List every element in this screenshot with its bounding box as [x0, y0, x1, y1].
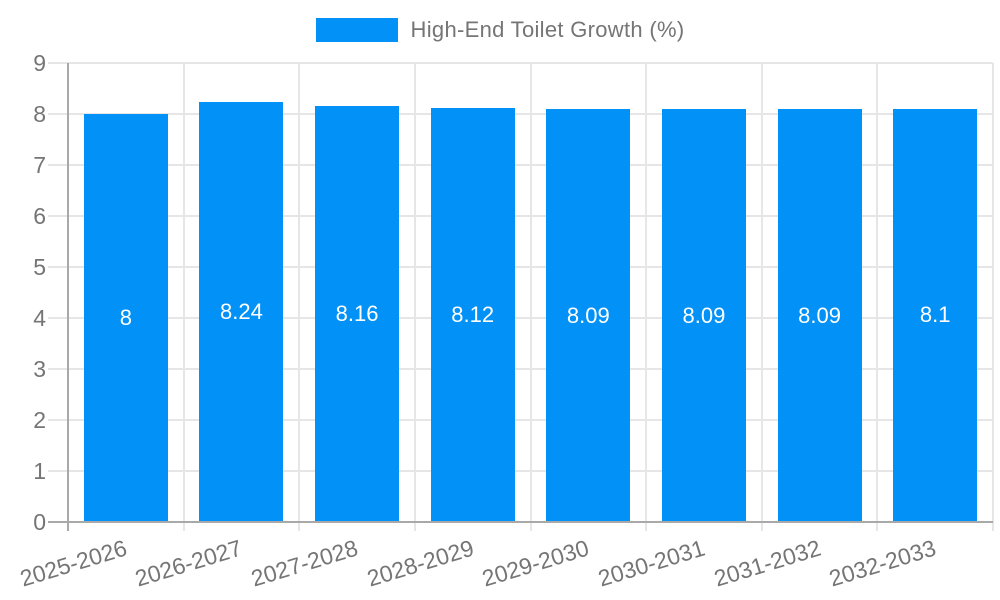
y-tick-label: 7 — [33, 152, 46, 178]
y-tick-label: 9 — [33, 50, 46, 76]
bar-2026-2027 — [199, 101, 284, 522]
gridline-x-6 — [760, 63, 763, 522]
x-tick-4 — [529, 522, 532, 531]
y-tick-7 — [48, 164, 68, 166]
gridline-x-4 — [529, 63, 532, 522]
y-tick-label: 6 — [33, 203, 46, 229]
y-tick-1 — [48, 470, 68, 472]
x-tick-3 — [413, 522, 416, 531]
y-tick-9 — [48, 62, 68, 64]
y-tick-3 — [48, 368, 68, 370]
x-tick-1 — [182, 522, 185, 531]
x-tick-2 — [298, 522, 301, 531]
bar-2030-2031 — [661, 109, 746, 522]
y-tick-5 — [48, 266, 68, 268]
gridline-x-2 — [298, 63, 301, 522]
y-tick-label: 0 — [33, 509, 46, 535]
bar-2027-2028 — [315, 105, 400, 522]
gridline-x-5 — [645, 63, 648, 522]
legend-swatch — [315, 18, 398, 42]
x-tick-6 — [760, 522, 763, 531]
bar-value-label: 8.09 — [798, 302, 841, 328]
bar-value-label: 8.12 — [451, 301, 495, 327]
x-axis-baseline — [48, 521, 993, 523]
legend-title: High-End Toilet Growth (%) — [410, 17, 685, 42]
bar-2029-2030 — [546, 109, 631, 522]
bar-value-label: 8.09 — [566, 302, 610, 328]
bar-2032-2033 — [893, 108, 978, 522]
y-tick-label: 3 — [33, 356, 46, 382]
bar-2025-2026 — [83, 114, 168, 522]
bar-value-label: 8.16 — [335, 300, 379, 326]
bar-value-label: 8.24 — [220, 298, 263, 324]
gridline-x-8 — [992, 63, 994, 522]
y-tick-label: 1 — [33, 458, 46, 484]
gridline-x-7 — [876, 63, 879, 522]
x-tick-7 — [876, 522, 879, 531]
y-tick-8 — [48, 113, 68, 115]
y-tick-label: 2 — [33, 407, 46, 433]
bar-2031-2032 — [777, 109, 862, 522]
x-tick-5 — [645, 522, 648, 531]
bar-value-label: 8.09 — [682, 302, 726, 328]
y-tick-6 — [48, 215, 68, 217]
gridline-x-1 — [182, 63, 185, 522]
y-tick-4 — [48, 317, 68, 319]
y-tick-2 — [48, 419, 68, 421]
bar-value-label: 8 — [119, 305, 132, 330]
chart-legend: High-End Toilet Growth (%) — [0, 17, 1000, 43]
x-tick-8 — [992, 522, 994, 531]
y-tick-label: 8 — [33, 101, 46, 127]
y-tick-label: 4 — [33, 305, 46, 331]
bar-2028-2029 — [430, 107, 515, 522]
bar-value-label: 8.1 — [919, 302, 951, 328]
gridline-x-3 — [413, 63, 416, 522]
y-axis-line — [67, 63, 69, 531]
y-tick-label: 5 — [33, 254, 46, 280]
